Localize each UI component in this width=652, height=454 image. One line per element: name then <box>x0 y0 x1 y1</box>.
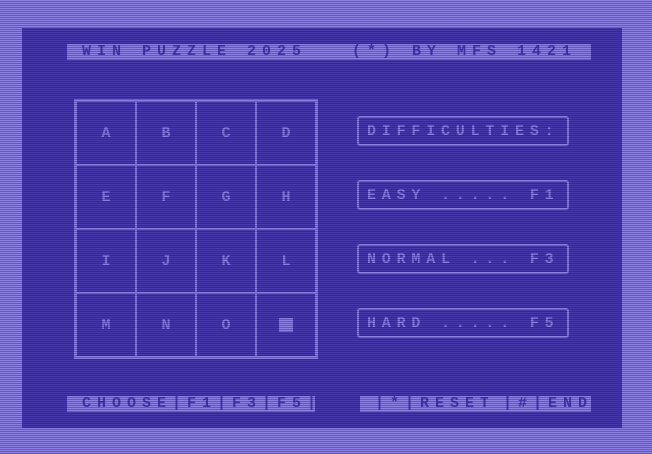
footer-choose: CHOOSE|F1|F3|F5| <box>67 395 338 412</box>
tile[interactable]: N <box>136 293 196 357</box>
tile[interactable]: M <box>76 293 136 357</box>
tile[interactable]: J <box>136 229 196 293</box>
tile[interactable]: F <box>136 165 196 229</box>
footer-reset[interactable]: |*|RESET <box>360 395 511 412</box>
tile[interactable]: O <box>196 293 256 357</box>
tile[interactable]: B <box>136 101 196 165</box>
tile[interactable]: D <box>256 101 316 165</box>
title-bar: WIN PUZZLE 2025 (*) BY MFS 1421 <box>67 43 593 60</box>
cursor-block-icon <box>279 318 293 332</box>
tile[interactable]: K <box>196 229 256 293</box>
tile[interactable]: C <box>196 101 256 165</box>
normal-option[interactable]: NORMAL ... F3 <box>357 244 569 274</box>
difficulties-heading: DIFFICULTIES: <box>357 116 569 146</box>
easy-option[interactable]: EASY ..... F1 <box>357 180 569 210</box>
tile[interactable]: L <box>256 229 316 293</box>
tile[interactable]: H <box>256 165 316 229</box>
hard-option[interactable]: HARD ..... F5 <box>357 308 569 338</box>
puzzle-grid: A B C D E F G H I J K L M N O <box>74 99 318 359</box>
empty-tile[interactable] <box>256 293 316 357</box>
tile[interactable]: E <box>76 165 136 229</box>
game-screen: WIN PUZZLE 2025 (*) BY MFS 1421 A B C D … <box>22 28 622 428</box>
footer-end[interactable]: |#|END <box>488 395 609 412</box>
tile[interactable]: I <box>76 229 136 293</box>
tile[interactable]: A <box>76 101 136 165</box>
tile[interactable]: G <box>196 165 256 229</box>
